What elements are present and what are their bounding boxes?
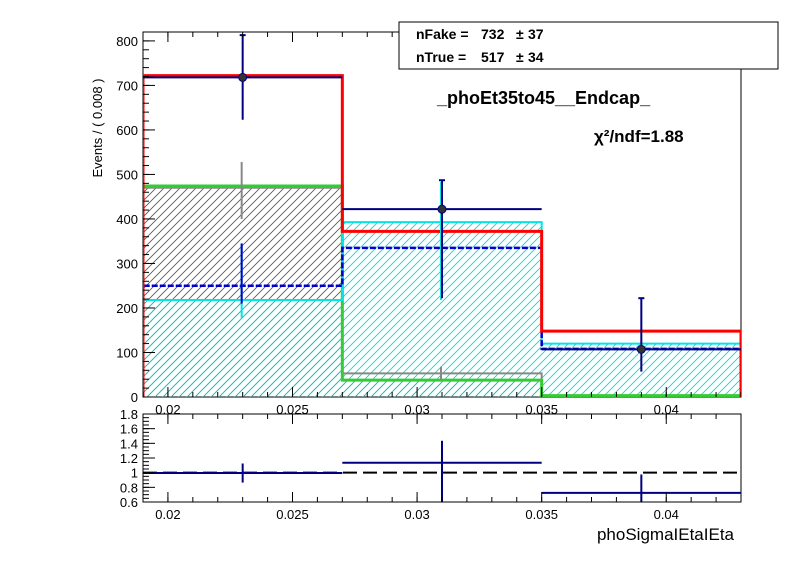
x-tick-label: 0.02	[155, 507, 180, 522]
ratio-y-tick-label: 1.8	[120, 407, 138, 422]
legend-true-label: nTrue =	[416, 49, 466, 65]
ratio-y-tick-label: 1.4	[120, 436, 138, 451]
legend-box	[398, 21, 779, 70]
x-axis-title: phoSigmaIEtaIEta	[597, 525, 735, 544]
y-tick-label: 500	[116, 167, 138, 182]
y-tick-label: 400	[116, 212, 138, 227]
data-point	[437, 204, 447, 214]
x-tick-label: 0.03	[404, 402, 429, 417]
x-tick-label: 0.03	[404, 507, 429, 522]
y-tick-label: 800	[116, 34, 138, 49]
ratio-histogram	[143, 440, 741, 502]
x-tick-label: 0.035	[525, 402, 558, 417]
legend-fake-pm: ±	[516, 26, 524, 42]
main-histogram	[143, 34, 741, 397]
legend-fake-value: 732	[481, 26, 505, 42]
chi2-label: χ²/ndf=1.88	[594, 127, 684, 146]
legend-true-err: 34	[528, 49, 544, 65]
axes: 0.02 0.025 0.03 0.035 0.04 0.02 0.025 0.03 0.035…	[116, 31, 742, 522]
x-tick-label: 0.025	[276, 402, 309, 417]
legend-true-pm: ±	[516, 49, 524, 65]
y-tick-label: 600	[116, 123, 138, 138]
ratio-y-tick-label: 1.2	[120, 451, 138, 466]
ratio-y-tick-label: 1.6	[120, 422, 138, 437]
legend-fake-err: 37	[528, 26, 544, 42]
y-tick-label: 300	[116, 256, 138, 271]
x-tick-label: 0.02	[155, 402, 180, 417]
legend: nFake = 732 ± 37 nTrue = 517 ± 34	[398, 21, 779, 70]
x-tick-label: 0.04	[654, 507, 679, 522]
y-tick-label: 0	[131, 390, 138, 405]
y-tick-label: 700	[116, 78, 138, 93]
ratio-y-tick-label: 0.6	[120, 495, 138, 510]
data-point	[238, 72, 248, 82]
y-tick-label: 200	[116, 301, 138, 316]
chart-title: _phoEt35to45__Endcap_	[436, 88, 651, 108]
y-axis-title: Events / ( 0.008 )	[90, 79, 105, 178]
ratio-y-tick-label: 1	[131, 466, 138, 481]
x-tick-label: 0.025	[276, 507, 309, 522]
legend-fake-label: nFake =	[416, 26, 469, 42]
data-point	[636, 344, 646, 354]
legend-true-value: 517	[481, 49, 505, 65]
ratio-y-tick-label: 0.8	[120, 480, 138, 495]
x-tick-label: 0.04	[654, 402, 679, 417]
y-tick-label: 100	[116, 345, 138, 360]
x-tick-label: 0.035	[525, 507, 558, 522]
